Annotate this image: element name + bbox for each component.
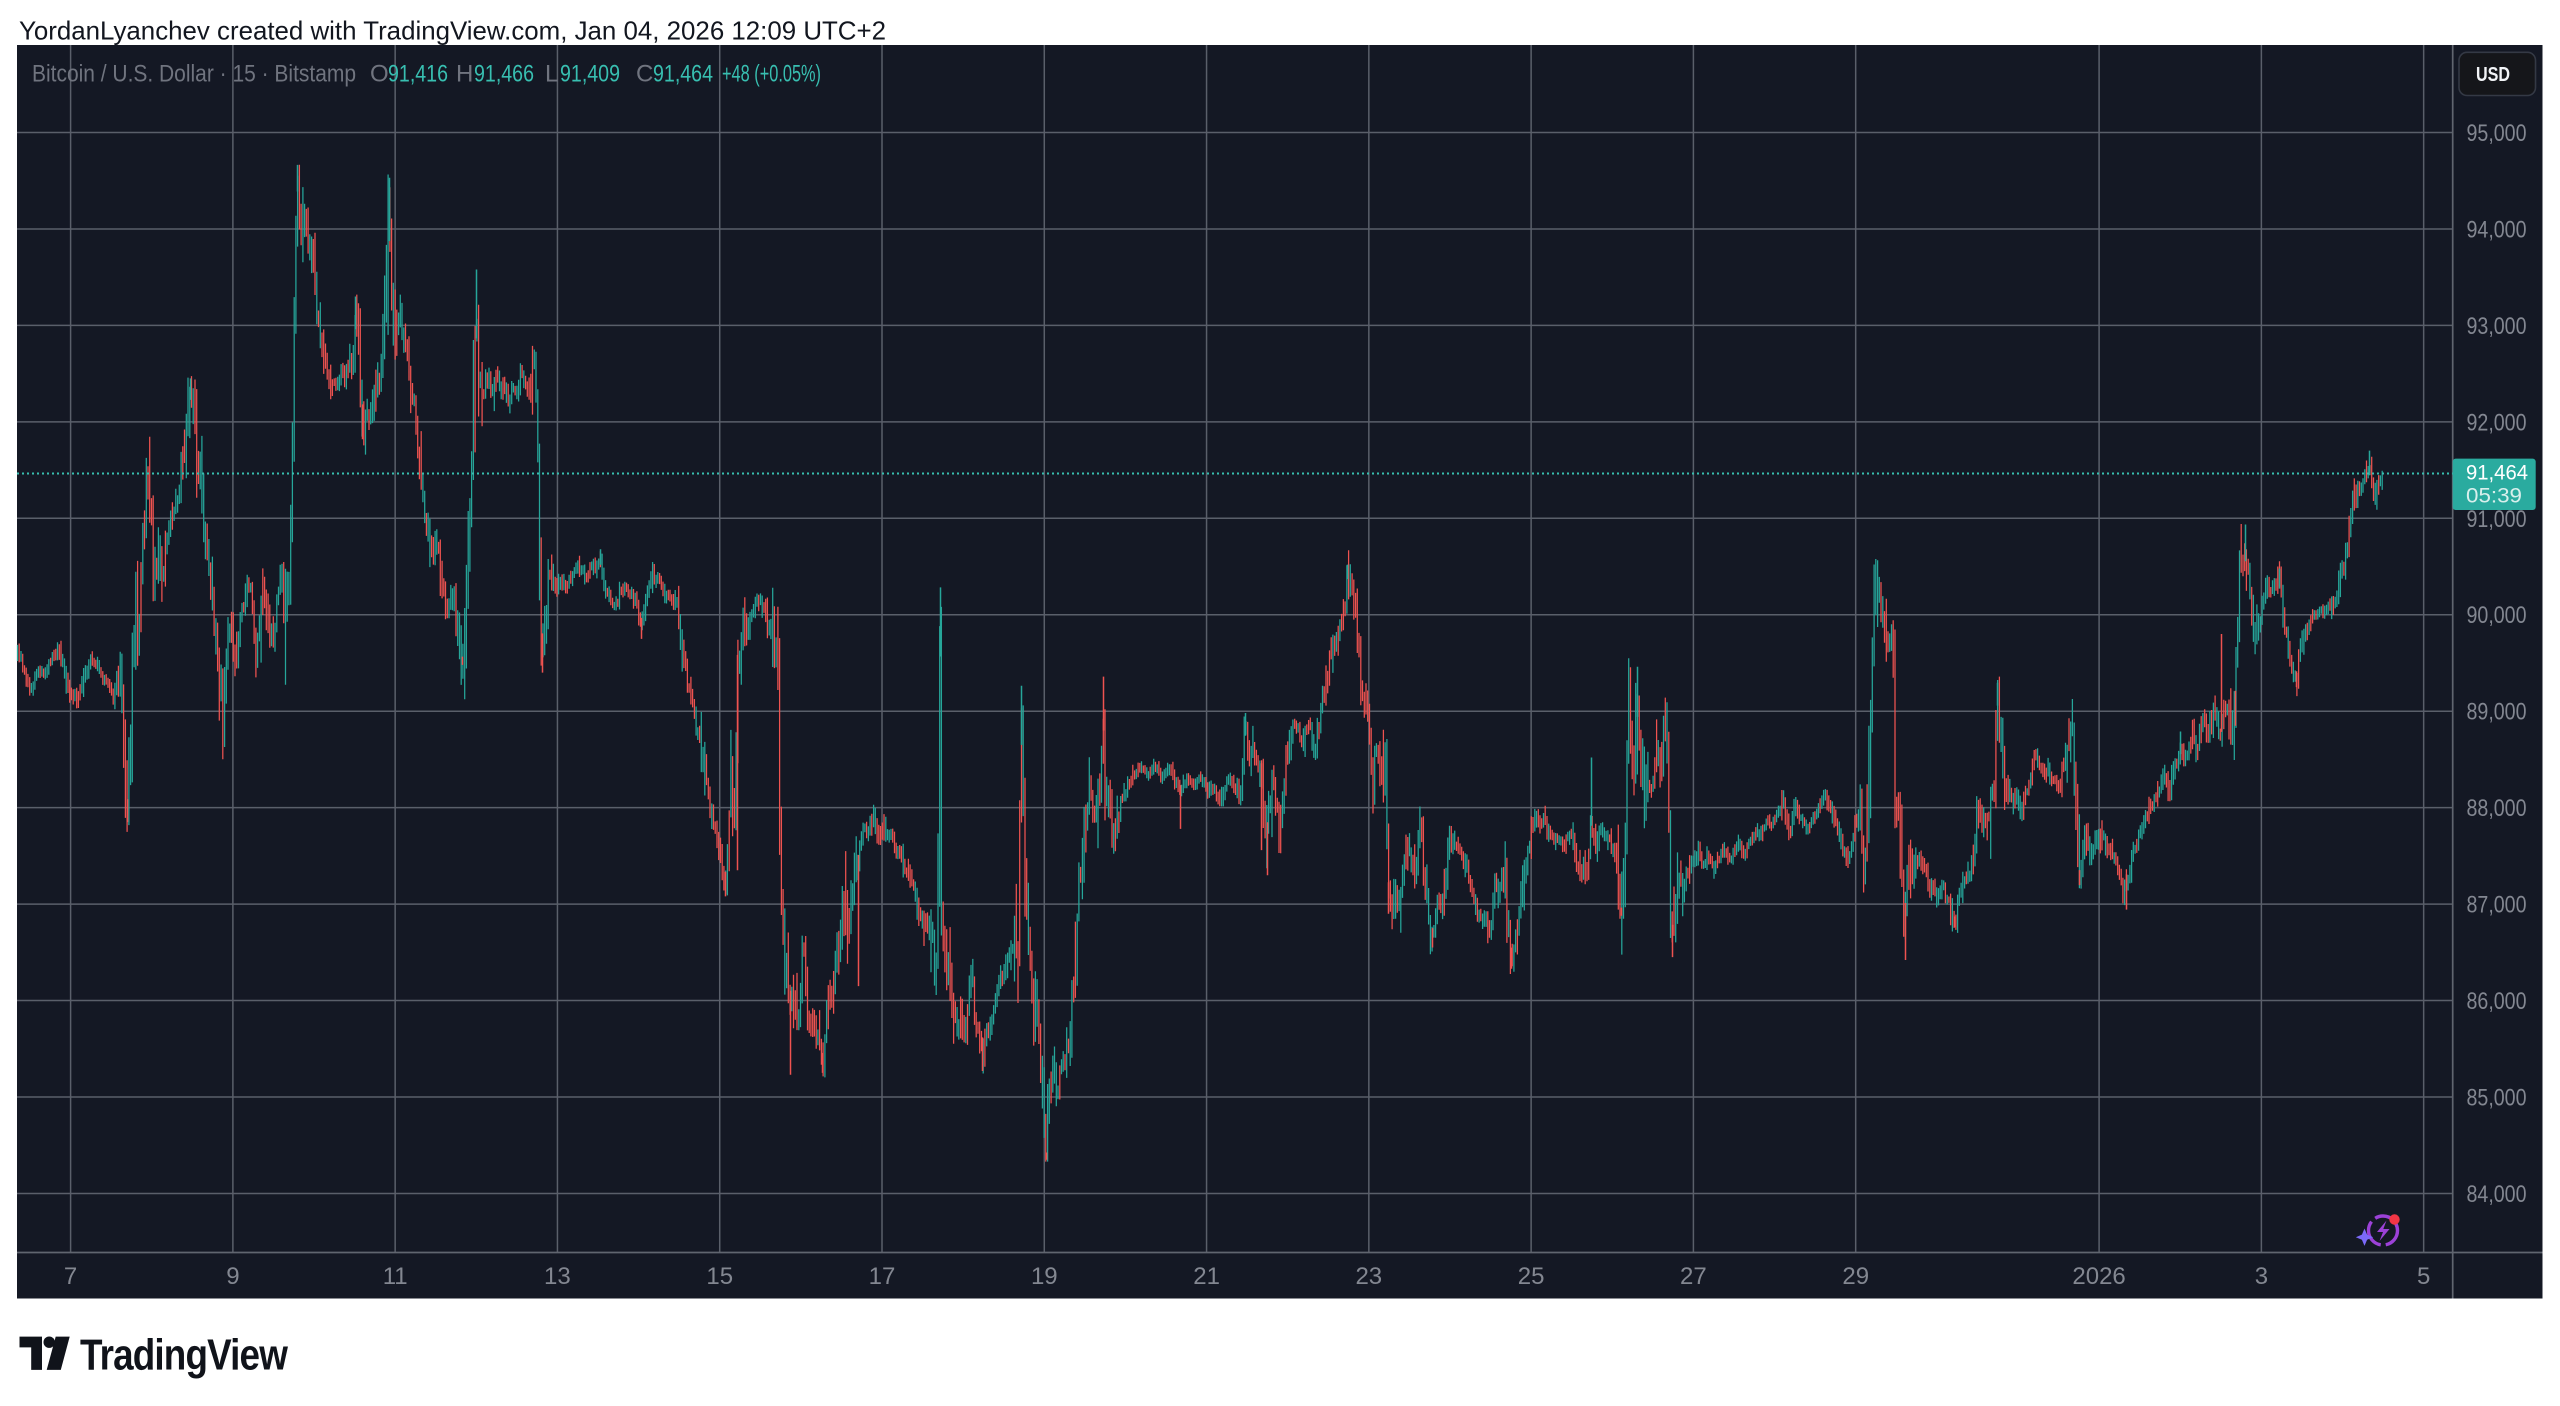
svg-text:5: 5 bbox=[2417, 1263, 2430, 1290]
svg-text:84,000: 84,000 bbox=[2467, 1181, 2527, 1208]
svg-text:05:39: 05:39 bbox=[2466, 484, 2522, 508]
svg-text:Bitcoin / U.S. Dollar · 15 · B: Bitcoin / U.S. Dollar · 15 · Bitstamp bbox=[32, 61, 356, 88]
svg-text:YordanLyanchev created with Tr: YordanLyanchev created with TradingView.… bbox=[19, 16, 886, 46]
svg-text:7: 7 bbox=[64, 1263, 77, 1290]
svg-text:93,000: 93,000 bbox=[2467, 313, 2527, 340]
svg-text:91,416: 91,416 bbox=[388, 61, 448, 88]
svg-text:91,409: 91,409 bbox=[560, 61, 620, 88]
svg-text:19: 19 bbox=[1031, 1263, 1058, 1290]
svg-text:94,000: 94,000 bbox=[2467, 216, 2527, 243]
svg-text:9: 9 bbox=[226, 1263, 239, 1290]
svg-text:USD: USD bbox=[2476, 64, 2510, 86]
svg-text:L: L bbox=[545, 61, 558, 88]
svg-text:O: O bbox=[370, 61, 389, 88]
svg-text:11: 11 bbox=[383, 1263, 408, 1290]
svg-text:89,000: 89,000 bbox=[2467, 699, 2527, 726]
svg-text:91,000: 91,000 bbox=[2467, 506, 2527, 533]
svg-text:2026: 2026 bbox=[2072, 1263, 2125, 1290]
svg-text:+48 (+0.05%): +48 (+0.05%) bbox=[722, 61, 821, 88]
svg-text:H: H bbox=[456, 61, 473, 88]
svg-text:85,000: 85,000 bbox=[2467, 1085, 2527, 1112]
svg-text:15: 15 bbox=[706, 1263, 733, 1290]
svg-text:TradingView: TradingView bbox=[80, 1331, 288, 1380]
svg-text:21: 21 bbox=[1193, 1263, 1220, 1290]
svg-text:86,000: 86,000 bbox=[2467, 988, 2527, 1015]
svg-text:90,000: 90,000 bbox=[2467, 602, 2527, 629]
svg-text:92,000: 92,000 bbox=[2467, 409, 2527, 436]
svg-text:29: 29 bbox=[1842, 1263, 1869, 1290]
svg-text:13: 13 bbox=[544, 1263, 571, 1290]
svg-text:3: 3 bbox=[2255, 1263, 2268, 1290]
svg-text:91,464: 91,464 bbox=[653, 61, 713, 88]
svg-text:88,000: 88,000 bbox=[2467, 795, 2527, 822]
svg-text:25: 25 bbox=[1518, 1263, 1545, 1290]
svg-text:17: 17 bbox=[869, 1263, 896, 1290]
svg-text:27: 27 bbox=[1680, 1263, 1707, 1290]
svg-text:23: 23 bbox=[1355, 1263, 1382, 1290]
svg-text:91,466: 91,466 bbox=[474, 61, 534, 88]
svg-text:91,464: 91,464 bbox=[2466, 461, 2528, 485]
svg-text:C: C bbox=[636, 61, 653, 88]
svg-text:95,000: 95,000 bbox=[2467, 120, 2527, 147]
svg-text:87,000: 87,000 bbox=[2467, 892, 2527, 919]
